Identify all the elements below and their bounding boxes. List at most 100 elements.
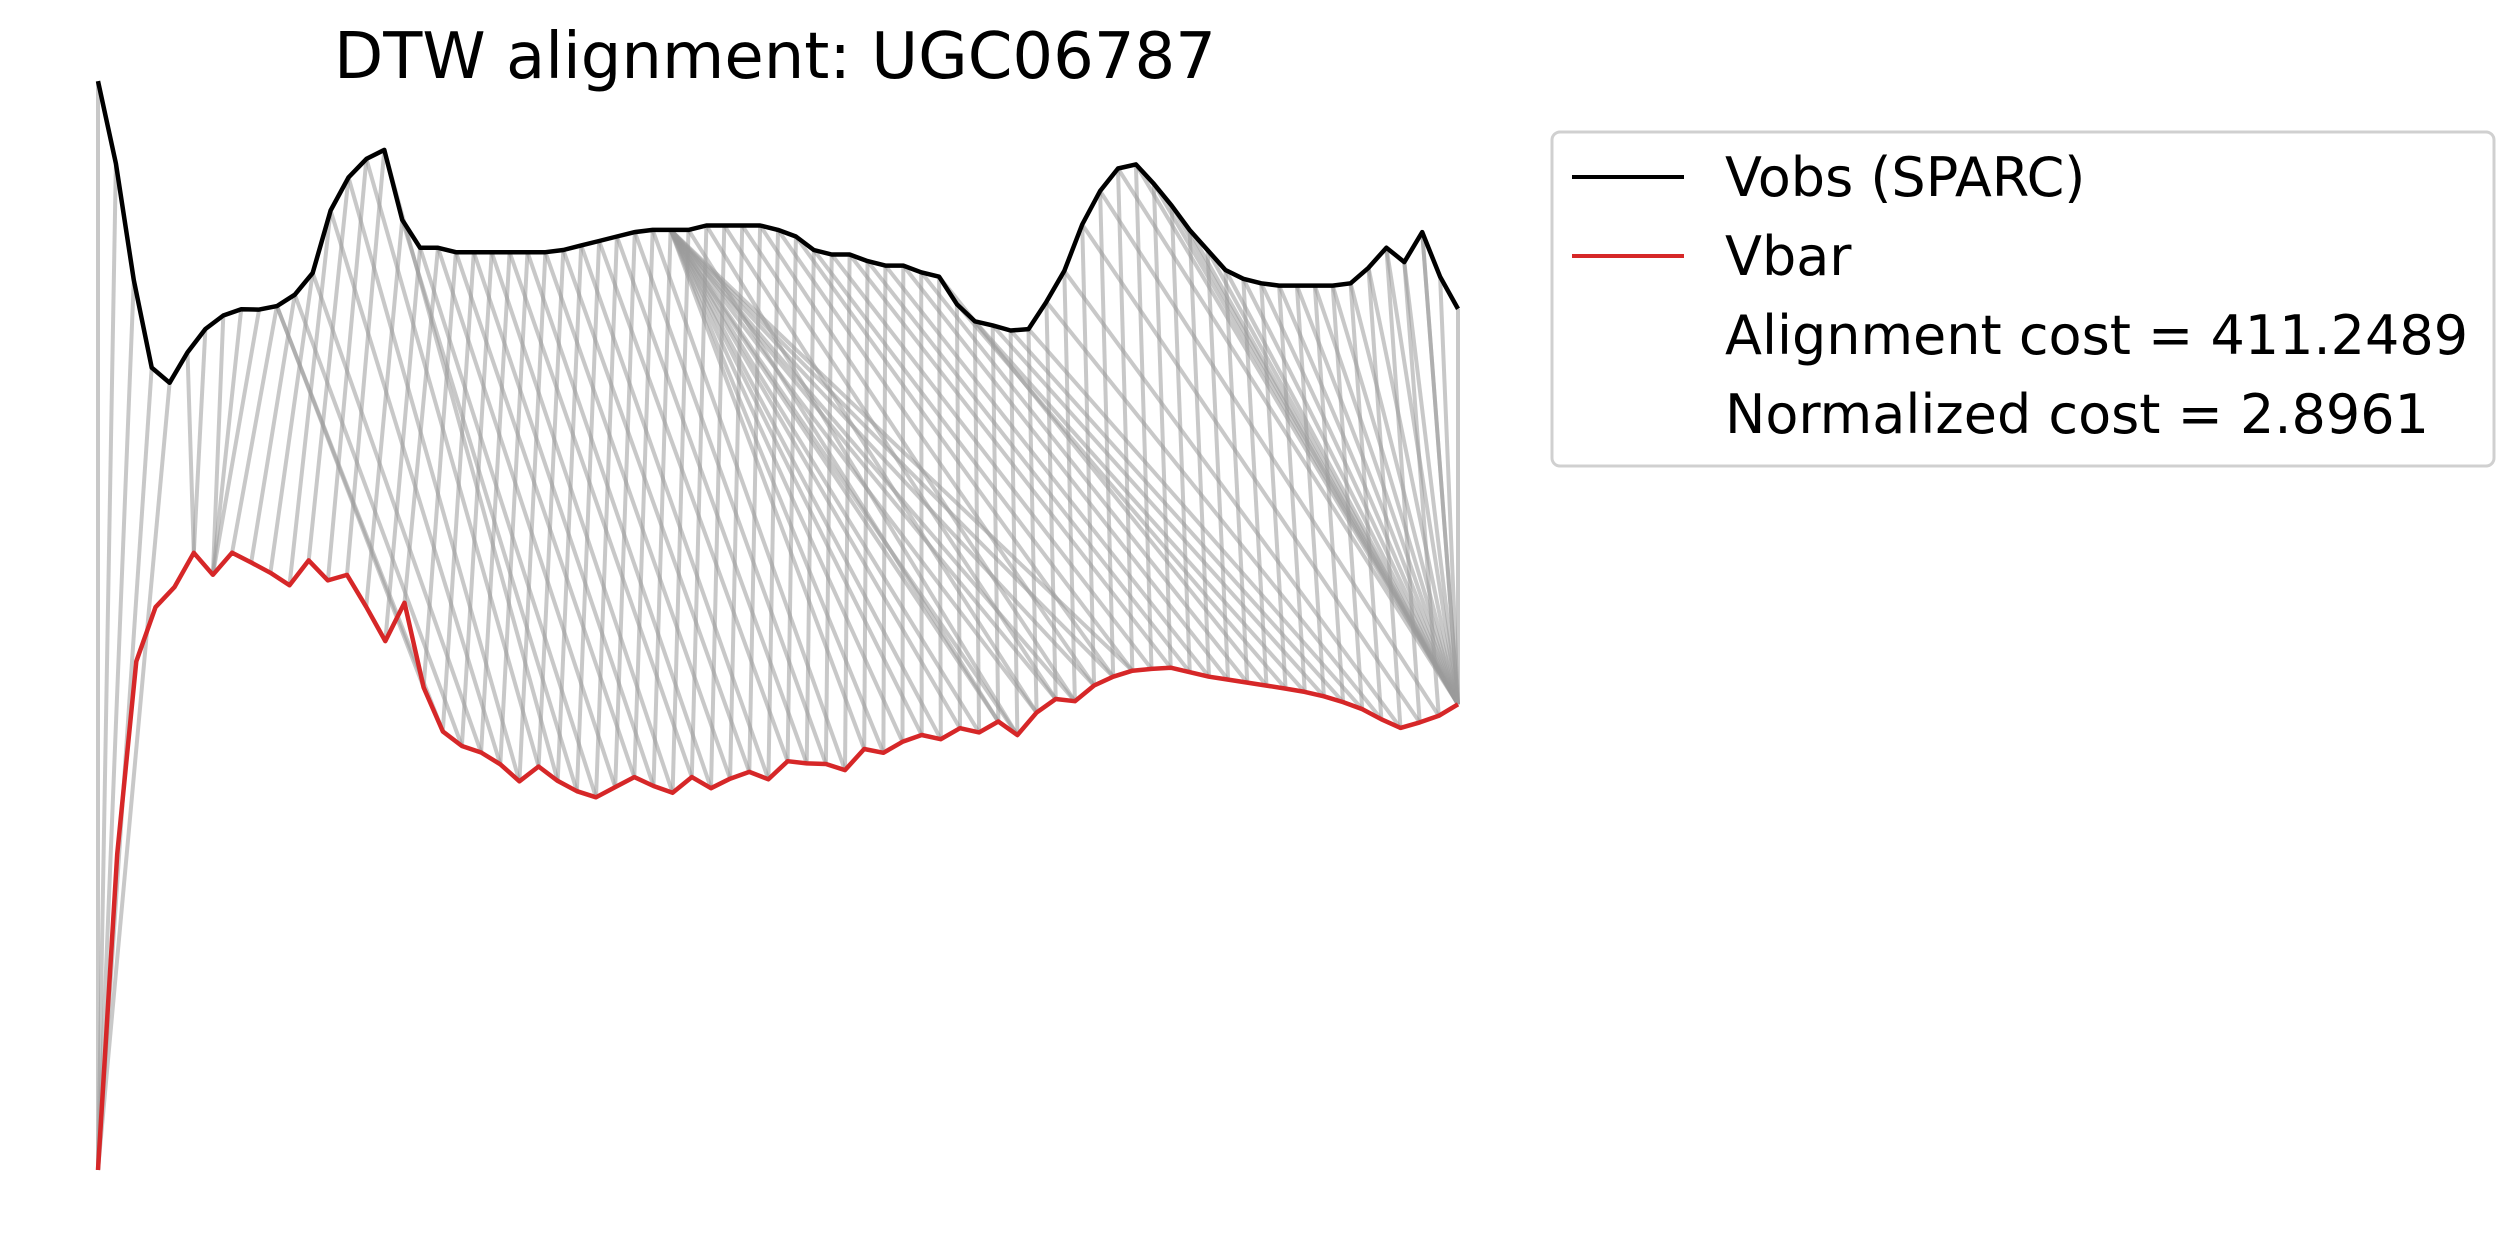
alignment-link: [249, 294, 297, 563]
alignment-link: [1330, 285, 1460, 705]
legend-alignment-cost: Alignment cost = 411.2489: [1725, 304, 2468, 367]
alignment-link: [1223, 269, 1250, 683]
alignment-link: [823, 254, 834, 765]
alignment-link: [1294, 285, 1326, 697]
alignment-link: [990, 325, 1001, 722]
alignment-link: [287, 210, 333, 586]
alignment-link: [613, 232, 637, 788]
alignment-link: [1312, 284, 1460, 705]
alignment-link: [210, 309, 262, 576]
alignment-link: [418, 247, 598, 798]
alignment-link: [561, 249, 752, 773]
alignment-link: [668, 229, 905, 743]
alignment-link: [1277, 284, 1460, 706]
alignment-link: [96, 163, 118, 1171]
alignment-link: [230, 305, 279, 554]
alignment-link: [402, 247, 440, 603]
alignment-link: [704, 224, 1020, 737]
alignment-link: [812, 248, 1134, 672]
alignment-link: [615, 235, 809, 765]
alignment-link: [400, 219, 579, 792]
series-line-vobs: [95, 80, 1460, 386]
legend-label-vobs: Vobs (SPARC): [1725, 146, 2085, 209]
alignment-link: [669, 228, 1039, 714]
alignment-link: [328, 209, 503, 765]
alignment-link: [1116, 168, 1135, 671]
alignment-link: [1295, 284, 1460, 706]
alignment-link: [668, 228, 962, 730]
alignment-link: [594, 236, 619, 798]
alignment-link: [1259, 282, 1460, 706]
alignment-link: [1009, 329, 1345, 704]
alignment-link: [507, 251, 694, 778]
alignment-link: [632, 231, 828, 765]
alignment-link: [1241, 277, 1460, 706]
alignment-link: [668, 228, 1020, 737]
alignment-link: [848, 253, 1173, 669]
legend-normalized-cost: Normalized cost = 2.8961: [1725, 383, 2429, 446]
series-lines: [95, 80, 1460, 1171]
alignment-link: [883, 264, 1211, 678]
alignment-link: [991, 324, 1326, 698]
alignment-link: [1008, 330, 1020, 736]
alignment-link: [1098, 190, 1116, 677]
alignment-link: [471, 251, 656, 787]
alignment-link: [901, 264, 1230, 681]
alignment-link: [1044, 300, 1383, 721]
alignment-link: [459, 252, 494, 747]
alignment-link: [972, 321, 982, 733]
alignment-link: [364, 158, 541, 768]
alignment-link: [830, 253, 1154, 671]
alignment-link: [669, 228, 1058, 701]
alignment-link: [210, 308, 244, 576]
alignment-link: [191, 328, 208, 553]
alignment-link: [440, 252, 476, 732]
alignment-link: [543, 251, 732, 780]
alignment-link: [185, 352, 196, 553]
alignment-link: [1384, 247, 1460, 705]
alignment-link: [668, 229, 867, 750]
series-line-vbar: [95, 550, 1460, 1171]
alignment-link: [1062, 270, 1077, 702]
alignment-link: [776, 228, 1096, 687]
alignment-link: [1026, 327, 1364, 711]
alignment-link: [668, 229, 924, 736]
alignment-link: [574, 240, 602, 792]
alignment-link: [843, 254, 852, 771]
alignment-link: [579, 244, 771, 780]
alignment-link: [1438, 276, 1460, 705]
alignment-link: [525, 251, 713, 789]
legend: Vobs (SPARC) Vbar Alignment cost = 411.2…: [1550, 130, 2496, 468]
alignment-link: [722, 224, 1039, 714]
alignment-link: [436, 247, 618, 788]
alignment-link: [1062, 269, 1403, 730]
alignment-link: [275, 305, 445, 733]
alignment-link: [1044, 301, 1058, 700]
alignment-link: [668, 228, 943, 741]
alignment-link: [1080, 223, 1422, 724]
alignment-link: [1151, 183, 1173, 668]
alignment-link: [740, 224, 1058, 701]
alignment-link: [794, 235, 1115, 678]
alignment-link: [210, 315, 226, 575]
alignment-link: [668, 229, 886, 754]
alignment-link: [1169, 205, 1192, 673]
alignment-link: [597, 240, 790, 762]
alignment-link: [498, 252, 530, 765]
alignment-link: [1098, 189, 1441, 717]
alignment-link: [862, 261, 870, 750]
alignment-link: [955, 302, 1288, 690]
alignment-link: [1402, 261, 1460, 705]
alignment-link: [668, 228, 981, 734]
alignment-link: [686, 228, 1000, 723]
legend-label-vbar: Vbar: [1725, 225, 1852, 288]
alignment-link: [96, 382, 172, 1171]
alignment-link: [973, 319, 1307, 694]
alignment-link: [1366, 267, 1460, 705]
alignment-link: [421, 252, 458, 688]
alignment-link: [919, 271, 1249, 684]
alignment-link: [865, 259, 1192, 674]
alignment-link: [346, 176, 522, 782]
alignment-link: [292, 294, 464, 747]
